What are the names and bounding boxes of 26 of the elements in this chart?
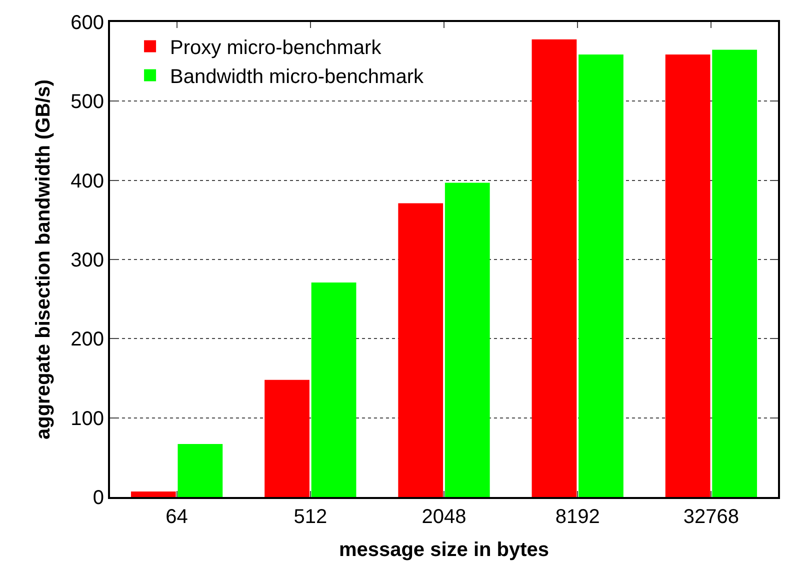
y-tick-label: 400: [70, 170, 104, 192]
x-tick-label: 64: [166, 506, 188, 528]
bar: [578, 54, 624, 497]
y-tick-label: 200: [70, 328, 104, 351]
y-tick-label: 100: [70, 408, 104, 430]
bar: [712, 50, 758, 497]
legend-label: Bandwidth micro-benchmark: [170, 66, 424, 88]
y-tick-label: 600: [70, 12, 104, 34]
y-axis-title: aggregate bisection bandwidth (GB/s): [32, 79, 55, 440]
legend-label: Proxy micro-benchmark: [170, 37, 382, 60]
x-tick-label: 8192: [555, 506, 600, 528]
y-tick-label: 300: [70, 250, 104, 272]
x-tick-label: 32768: [683, 506, 740, 528]
bar: [532, 39, 577, 497]
x-tick-label: 2048: [422, 506, 466, 528]
bar: [665, 54, 710, 497]
bar: [178, 444, 223, 497]
x-axis-title: message size in bytes: [338, 539, 550, 561]
bar: [398, 203, 444, 497]
bar: [264, 380, 310, 497]
bar: [311, 282, 356, 497]
x-tick-label: 512: [294, 506, 328, 528]
y-tick-label: 0: [92, 487, 104, 509]
y-tick-label: 500: [70, 91, 104, 114]
bar: [444, 182, 490, 497]
bar: [130, 491, 176, 497]
